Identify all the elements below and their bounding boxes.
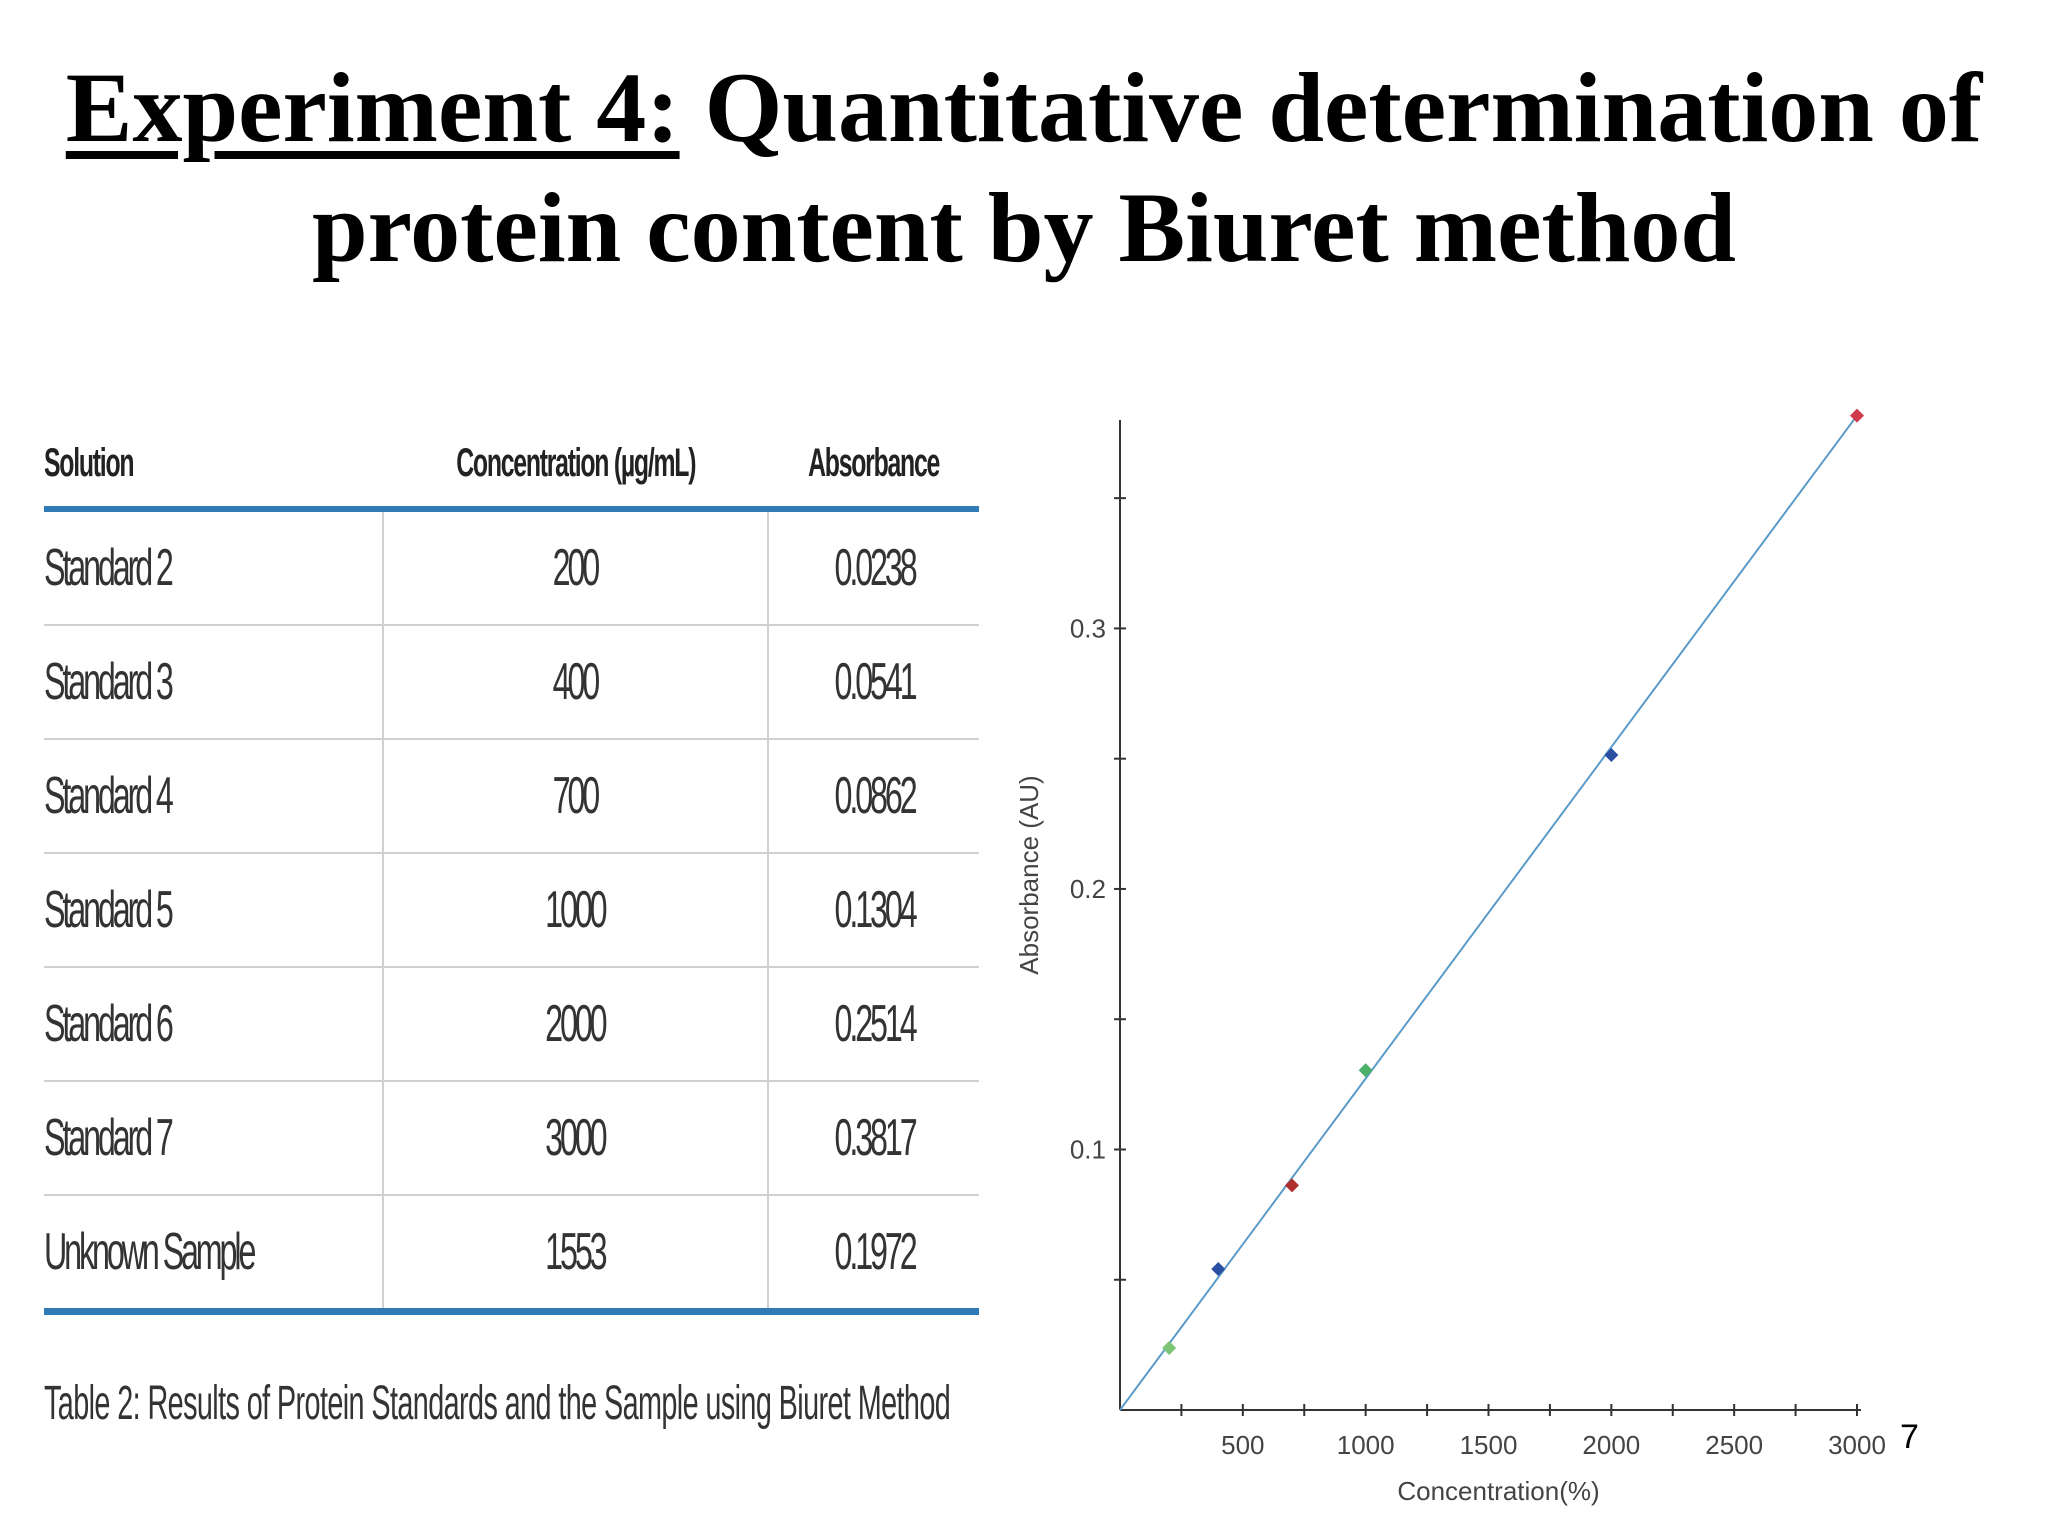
table-row: Standard 4 700 0.0862 — [44, 739, 980, 854]
cell-solution: Standard 3 — [44, 625, 384, 740]
table-row: Standard 5 1000 0.1304 — [44, 853, 980, 968]
cell-concentration: 200 — [382, 509, 770, 626]
slide-title: Experiment 4: Quantitative determination… — [0, 48, 2048, 288]
results-table: Solution Concentration (µg/mL) Absorbanc… — [44, 420, 980, 1315]
table-row: Unknown Sample 1553 0.1972 — [44, 1195, 980, 1315]
cell-concentration: 1000 — [382, 853, 770, 968]
cell-concentration: 3000 — [382, 1081, 770, 1196]
page-number: 7 — [1900, 1418, 1919, 1456]
cell-concentration: 700 — [382, 739, 770, 854]
y-tick-label: 0.2 — [1070, 874, 1106, 904]
title-rest: Quantitative determination of — [704, 52, 1983, 163]
data-point — [1850, 408, 1864, 423]
table-row: Standard 2 200 0.0238 — [44, 509, 980, 626]
cell-concentration: 2000 — [382, 967, 770, 1082]
table-row: Standard 7 3000 0.3817 — [44, 1081, 980, 1196]
table-caption: Table 2: Results of Protein Standards an… — [44, 1377, 951, 1430]
data-point — [1162, 1340, 1177, 1355]
cell-absorbance: 0.2514 — [768, 967, 980, 1082]
x-tick-label: 500 — [1221, 1430, 1264, 1460]
x-tick-label: 2500 — [1705, 1430, 1763, 1460]
x-tick-label: 2000 — [1582, 1430, 1640, 1460]
calibration-chart: 0.1 0.2 0.3 500 1000 1500 2000 2500 3000 Concentr… — [1014, 408, 1886, 1506]
cell-solution: Standard 2 — [44, 509, 384, 626]
cell-solution: Standard 5 — [44, 853, 384, 968]
cell-absorbance: 0.1304 — [768, 853, 980, 968]
y-axis-label: Absorbance (AU) — [1014, 775, 1044, 974]
header-concentration: Concentration (µg/mL) — [382, 420, 769, 512]
cell-solution: Standard 6 — [44, 967, 384, 1082]
cell-absorbance: 0.0238 — [768, 509, 980, 626]
data-point — [1211, 1262, 1226, 1277]
cell-solution: Standard 7 — [44, 1081, 384, 1196]
data-point — [1604, 748, 1619, 763]
data-point — [1358, 1063, 1373, 1078]
cell-concentration: 1553 — [382, 1195, 770, 1315]
y-tick-label: 0.3 — [1070, 613, 1106, 643]
cell-concentration: 400 — [382, 625, 770, 740]
cell-absorbance: 0.0862 — [768, 739, 980, 854]
cell-absorbance: 0.3817 — [768, 1081, 980, 1196]
y-tick-label: 0.1 — [1070, 1134, 1106, 1164]
table-header-row: Solution Concentration (µg/mL) Absorbanc… — [44, 420, 980, 512]
fit-line — [1119, 414, 1858, 1411]
cell-absorbance: 0.0541 — [768, 625, 980, 740]
x-axis-label: Concentration(%) — [1397, 1476, 1599, 1506]
cell-absorbance: 0.1972 — [768, 1195, 980, 1315]
header-solution: Solution — [44, 420, 383, 512]
x-tick-label: 1500 — [1460, 1430, 1518, 1460]
title-line-2: protein content by Biuret method — [311, 172, 1737, 283]
data-point — [1284, 1178, 1299, 1193]
cell-solution: Unknown Sample — [44, 1195, 384, 1315]
x-tick-label: 1000 — [1337, 1430, 1395, 1460]
cell-solution: Standard 4 — [44, 739, 384, 854]
x-tick-label: 3000 — [1828, 1430, 1886, 1460]
title-experiment-label: Experiment 4: — [65, 52, 680, 163]
header-absorbance: Absorbance — [768, 420, 980, 512]
table-row: Standard 6 2000 0.2514 — [44, 967, 980, 1082]
table-row: Standard 3 400 0.0541 — [44, 625, 980, 740]
title-line-1: Experiment 4: Quantitative determination… — [0, 48, 2048, 168]
results-table-container: Solution Concentration (µg/mL) Absorbanc… — [44, 420, 980, 1315]
